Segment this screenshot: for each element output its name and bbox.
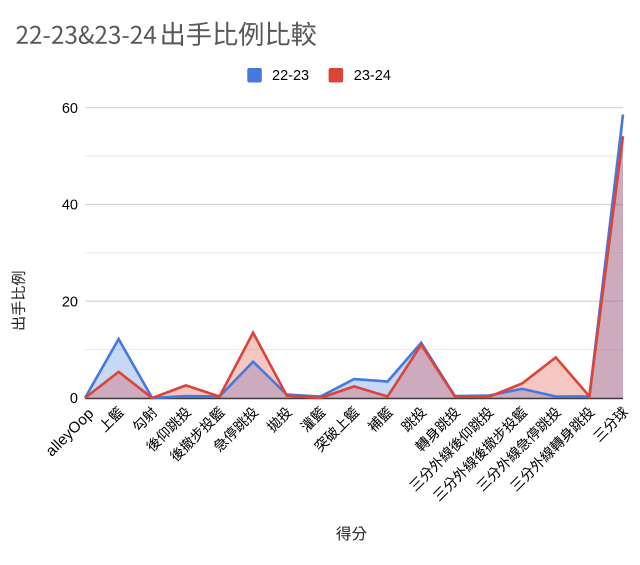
svg-text:22-23: 22-23: [272, 68, 309, 84]
svg-text:20: 20: [62, 294, 78, 310]
svg-text:40: 40: [62, 198, 78, 214]
svg-text:23-24: 23-24: [354, 68, 391, 84]
svg-text:60: 60: [62, 101, 78, 117]
svg-text:0: 0: [70, 391, 78, 407]
